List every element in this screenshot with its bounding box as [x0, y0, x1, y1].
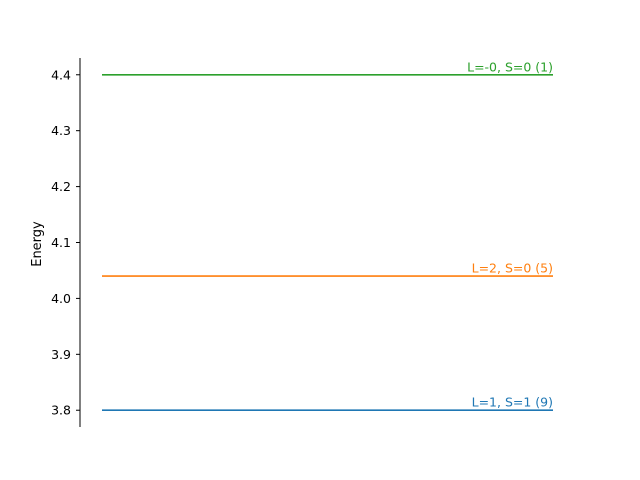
y-tick-label: 4.1: [51, 235, 71, 250]
energy-level-label: L=-0, S=0 (1): [467, 59, 553, 74]
y-tick-label: 4.3: [51, 123, 71, 138]
y-axis-label: Energy: [30, 221, 45, 267]
energy-levels: L=1, S=1 (9) L=2, S=0 (5) L=-0, S=0 (1): [102, 59, 553, 412]
energy-level-label: L=1, S=1 (9): [472, 395, 553, 410]
y-axis-ticks: 3.8 3.9 4.0 4.1 4.2 4.3 4.4: [51, 67, 80, 418]
y-tick-label: 4.4: [51, 67, 71, 82]
y-tick-label: 3.9: [51, 347, 71, 362]
y-tick-label: 4.2: [51, 179, 71, 194]
energy-level-label: L=2, S=0 (5): [472, 261, 553, 276]
y-tick-label: 3.8: [51, 403, 71, 418]
y-tick-label: 4.0: [51, 291, 71, 306]
